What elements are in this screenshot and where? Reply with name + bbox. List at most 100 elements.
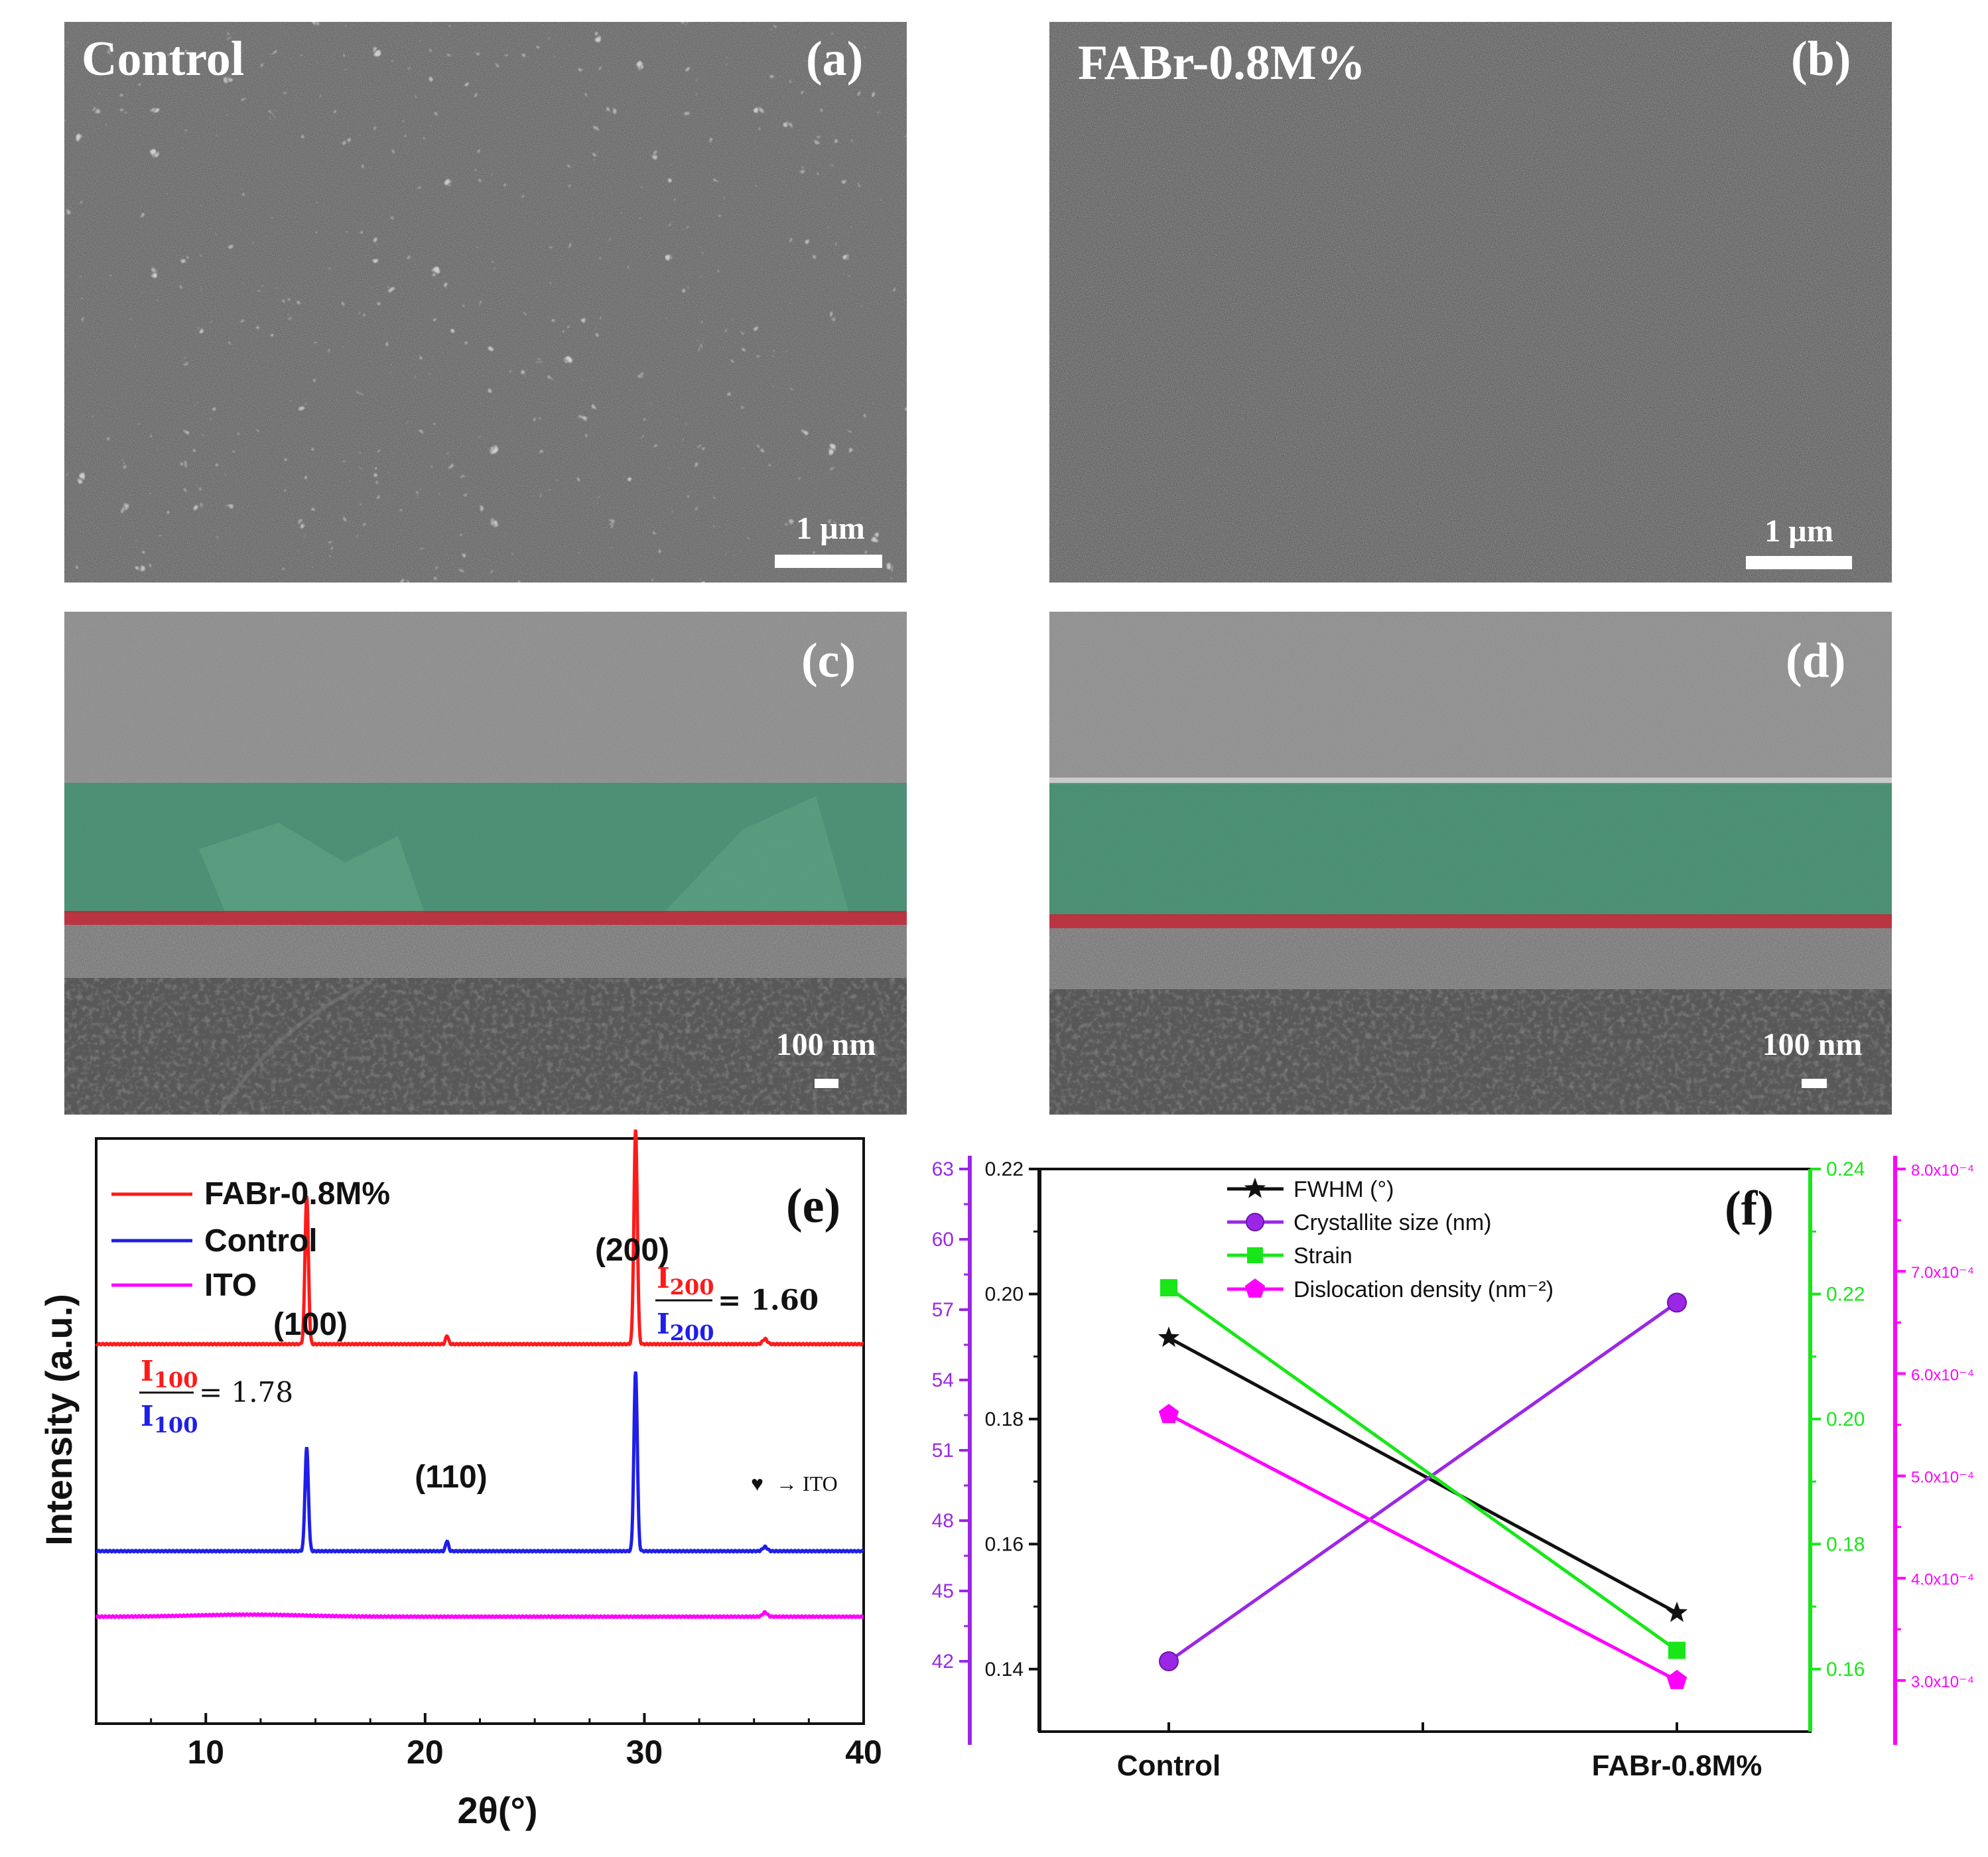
marker-dislocation-control bbox=[1158, 1404, 1179, 1423]
marker-size-fabr bbox=[1667, 1292, 1687, 1313]
axis-fwhm-tick-label: 0.20 bbox=[985, 1283, 1024, 1305]
xrd-y-axis-label: Intensity (a.u.) bbox=[38, 1294, 80, 1546]
ratio-100-den-sub: 100 bbox=[154, 1412, 198, 1438]
axis-size-tick-label: 60 bbox=[932, 1229, 954, 1251]
ito-marker-icon: ♥ bbox=[751, 1472, 763, 1495]
svg-text:I100: I100 bbox=[141, 1355, 198, 1393]
axis-size-tick-label: 42 bbox=[932, 1651, 954, 1673]
xrd-legend: FABr-0.8M% Control ITO bbox=[111, 1176, 390, 1303]
axis-strain-tick-label: 0.16 bbox=[1826, 1659, 1865, 1681]
params-legend: FWHM (°) Crystallite size (nm) Strain Di… bbox=[1227, 1177, 1554, 1302]
panel-a-letter: (a) bbox=[806, 32, 863, 86]
axis-size-tick-label: 57 bbox=[932, 1299, 954, 1321]
panel-b-scale-bar bbox=[1746, 556, 1852, 569]
axis-dislocation-tick-label: 7.0x10⁻⁴ bbox=[1911, 1264, 1974, 1282]
svg-text:I200: I200 bbox=[657, 1308, 714, 1345]
panel-d-letter: (d) bbox=[1786, 634, 1845, 688]
axis-dislocation-tick-label: 8.0x10⁻⁴ bbox=[1911, 1162, 1974, 1180]
axis-fwhm-tick-label: 0.22 bbox=[985, 1158, 1024, 1180]
peak-label-110: (110) bbox=[415, 1460, 487, 1495]
panel-a-scale-label: 1 µm bbox=[796, 511, 865, 546]
xrd-chart: 10 20 30 40 FABr-0.8M% Control ITO (e) (100… bbox=[38, 1129, 882, 1831]
panel-c-scale-bar bbox=[815, 1079, 838, 1088]
marker-dislocation-fabr bbox=[1666, 1669, 1688, 1689]
xrd-panel-letter: (e) bbox=[786, 1179, 840, 1233]
axis-size-tick-label: 45 bbox=[932, 1580, 954, 1602]
series-line-strain bbox=[1167, 1286, 1678, 1652]
legend-marker-strain-square bbox=[1247, 1247, 1263, 1263]
xrd-x-tick-label: 40 bbox=[845, 1734, 882, 1771]
series-line-fwhm bbox=[1167, 1336, 1678, 1615]
ito-arrow-label: → ITO bbox=[776, 1472, 838, 1495]
xrd-x-axis-label: 2θ(°) bbox=[457, 1789, 537, 1831]
peak-label-100: (100) bbox=[273, 1307, 348, 1342]
legend-label-fabr: FABr-0.8M% bbox=[204, 1176, 390, 1211]
legend-label-dislocation: Dislocation density (nm⁻²) bbox=[1293, 1277, 1554, 1302]
ratio-200-value: = 1.60 bbox=[718, 1284, 819, 1316]
legend-marker-size-sphere bbox=[1246, 1213, 1264, 1231]
ratio-200: I200 I200 = 1.60 bbox=[655, 1262, 819, 1345]
legend-marker-dislocation-pentagon bbox=[1244, 1278, 1266, 1298]
axis-dislocation-tick-label: 3.0x10⁻⁴ bbox=[1911, 1673, 1974, 1691]
ratio-200-den: I bbox=[657, 1308, 670, 1340]
panel-d-etl-layer bbox=[1049, 914, 1892, 928]
sem-panels: Control (a) 1 µm FABr-0.8M% (b) 1 µm bbox=[64, 22, 1892, 1116]
series-line-size bbox=[1167, 1301, 1678, 1663]
axis-strain-tick-label: 0.22 bbox=[1826, 1283, 1865, 1305]
xrd-x-tick-label: 30 bbox=[626, 1734, 663, 1771]
params-plot-frame bbox=[1038, 1168, 1812, 1733]
axis-dislocation-tick-label: 5.0x10⁻⁴ bbox=[1911, 1469, 1974, 1487]
marker-size-control bbox=[1159, 1651, 1179, 1671]
ratio-100-value: = 1.78 bbox=[199, 1376, 293, 1409]
xrd-curve-fabr-0-8m- bbox=[95, 1129, 865, 1347]
xrd-curve-ito bbox=[95, 1610, 864, 1619]
axis-fwhm-tick-label: 0.14 bbox=[985, 1659, 1024, 1681]
axis-fwhm-tick-label: 0.16 bbox=[985, 1533, 1024, 1555]
axis-strain-tick-label: 0.18 bbox=[1826, 1533, 1865, 1555]
axis-size-tick-label: 51 bbox=[932, 1440, 954, 1462]
legend-marker-fwhm-star bbox=[1244, 1178, 1266, 1198]
legend-label-size: Crystallite size (nm) bbox=[1293, 1210, 1491, 1235]
panel-b-scale-label: 1 µm bbox=[1764, 514, 1833, 549]
axis-size-tick-label: 63 bbox=[932, 1158, 954, 1180]
crystal-params-chart: 0.14 0.16 0.18 0.20 0.22 42 45 48 51 54 57 60 63 0.16… bbox=[932, 1156, 1974, 1782]
params-panel-letter: (f) bbox=[1725, 1182, 1774, 1236]
marker-strain-fabr bbox=[1668, 1641, 1686, 1659]
panel-b-title: FABr-0.8M% bbox=[1078, 36, 1366, 90]
category-label-control: Control bbox=[1117, 1750, 1221, 1782]
sem-panel-d: (d) 100 nm bbox=[1049, 612, 1892, 1115]
sem-panel-b: FABr-0.8M% (b) 1 µm bbox=[1049, 22, 1892, 583]
peak-label-200: (200) bbox=[595, 1233, 669, 1268]
marker-fwhm-fabr bbox=[1666, 1602, 1688, 1622]
ratio-100-den: I bbox=[141, 1400, 154, 1432]
panel-c-letter: (c) bbox=[801, 634, 856, 688]
marker-fwhm-control bbox=[1158, 1326, 1180, 1347]
ratio-200-num: I bbox=[657, 1262, 670, 1294]
svg-text:I100: I100 bbox=[141, 1400, 198, 1438]
ratio-200-den-sub: 200 bbox=[670, 1320, 714, 1345]
panel-d-scale-bar bbox=[1802, 1079, 1827, 1088]
axis-strain-tick-label: 0.20 bbox=[1826, 1409, 1865, 1430]
sem-panel-a: Control (a) 1 µm bbox=[64, 22, 907, 583]
axis-dislocation-tick-label: 4.0x10⁻⁴ bbox=[1911, 1571, 1974, 1589]
axis-strain-tick-label: 0.24 bbox=[1826, 1158, 1865, 1180]
legend-label-fwhm: FWHM (°) bbox=[1293, 1177, 1394, 1202]
ratio-200-num-sub: 200 bbox=[670, 1274, 714, 1300]
category-label-fabr: FABr-0.8M% bbox=[1592, 1750, 1762, 1782]
panel-c-scale-label: 100 nm bbox=[776, 1027, 876, 1062]
ratio-100-num: I bbox=[141, 1355, 154, 1387]
panel-c-etl-layer bbox=[64, 911, 907, 925]
xrd-curve-control bbox=[95, 1371, 865, 1554]
ratio-100: I100 I100 = 1.78 bbox=[139, 1355, 293, 1438]
xrd-x-tick-label: 10 bbox=[187, 1734, 224, 1771]
panel-a-title: Control bbox=[82, 32, 244, 86]
legend-label-strain: Strain bbox=[1293, 1243, 1353, 1269]
panel-a-scale-bar bbox=[775, 555, 882, 568]
marker-strain-control bbox=[1160, 1279, 1177, 1297]
axis-size-tick-label: 48 bbox=[932, 1510, 954, 1532]
legend-label-ito: ITO bbox=[204, 1268, 257, 1303]
xrd-x-tick-label: 20 bbox=[407, 1734, 444, 1771]
ratio-100-num-sub: 100 bbox=[154, 1367, 198, 1393]
axis-dislocation-tick-label: 6.0x10⁻⁴ bbox=[1911, 1366, 1974, 1384]
